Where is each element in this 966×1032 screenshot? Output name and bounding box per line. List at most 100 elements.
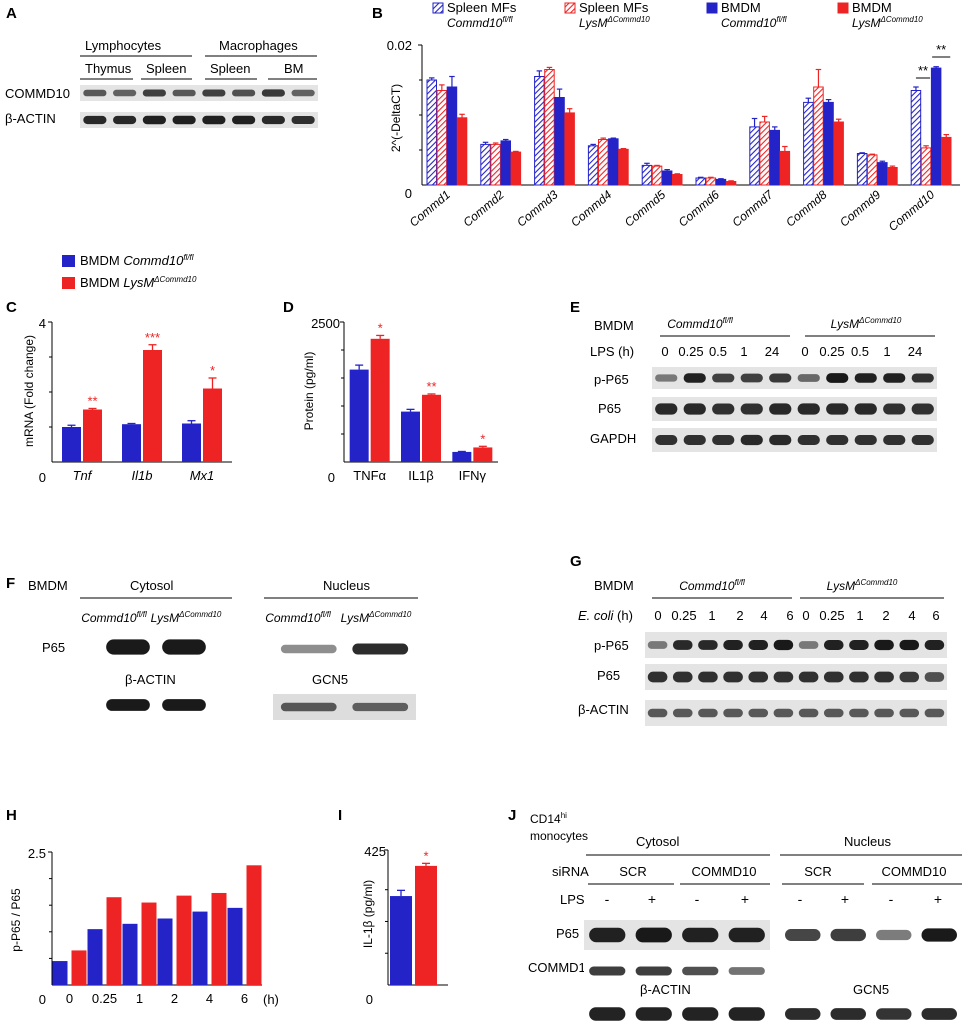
time-label-g-6: 6 [786,608,793,623]
y-tick-h-zero: 0 [39,992,46,1007]
blot-g-actin-band-8 [823,708,844,718]
blot-e-p65-band-1 [655,403,678,415]
cell-label-j-line2: monocytes [530,829,588,843]
legend-c-label-1: BMDM Commd10fl/fl [80,253,194,268]
blot-a-commd10-band-6 [232,89,256,97]
legend-b-genotype-4: LysMΔCommd10 [852,15,923,30]
sig-label-b-2: ** [936,42,946,57]
bar-b-commd5-2 [651,165,663,186]
bar-c-2-1 [122,424,141,462]
bar-h-5-2 [211,892,227,985]
bar-h-6-2 [246,865,262,985]
blot-e-gapdh-band-7 [826,435,849,445]
bar-i-1 [390,896,412,985]
group-label-e-1: Commd10fl/fl [667,316,733,331]
lane-label-thymus: Thymus [85,61,132,76]
bar-b-commd7-3 [769,129,780,186]
blot-a-commd10-band-7 [261,89,285,97]
blot-e-p65-band-10 [911,403,934,415]
time-label-g-1: 0 [654,608,661,623]
blot-g-p65-band-5 [748,671,769,683]
blot-j-p65-nuc-band-2 [830,928,866,942]
sirna-label-j-4: COMMD10 [881,864,946,879]
blot-e-p65-band-7 [826,403,849,415]
cell-label-j: CD14hi [530,811,567,826]
bar-b-commd6-4 [725,181,737,186]
sig-label-d-3: * [480,431,485,446]
blot-j-p65-cyto-band-2 [635,927,672,943]
bar-h-3-2 [141,902,157,985]
blot-a-actin-band-3 [142,115,166,125]
bar-b-commd1-2 [436,90,448,186]
panel-letter-f: F [6,575,15,592]
blot-e-pp65-band-6 [797,374,820,382]
blot-g-p65-band-2 [672,671,693,683]
blot-a-commd10-band-5 [202,89,226,97]
blot-j-gcn5-band-4 [921,1008,957,1020]
blot-j-p65-cyto-band-3 [682,927,719,943]
blot-e-gapdh-band-10 [911,435,934,445]
legend-b-swatch-2 [564,2,576,14]
bar-b-commd10-3 [930,67,942,186]
row-label-g-p65: P65 [597,668,620,683]
bar-b-commd10-2 [920,147,932,186]
blot-j-p65-cyto-band-1 [589,927,626,943]
time-label-e-9: 1 [883,344,890,359]
blot-g-p65-band-4 [723,671,743,683]
blot-e-pp65-band-7 [826,373,849,383]
blot-f-actin-band-1 [106,699,150,711]
cell-label-g: BMDM [594,578,634,593]
blot-a-commd10-bg [80,85,318,101]
blot-g-actin-bg [645,700,947,726]
x-tick-b-commd5: Commd5 [622,187,669,229]
bar-c-3-2 [203,388,222,462]
blot-e-pp65-band-1 [655,374,678,382]
blot-f-gcn5-band-2 [352,702,409,712]
blot-e-pp65-band-10 [911,373,934,383]
bar-b-commd3-1 [534,76,545,186]
header-j: SCR COMMD10 SCR COMMD10 - + - + - + - + [588,864,962,907]
panel-letter-h: H [6,807,17,824]
y-tick-d-zero: 0 [328,470,335,485]
blot-g-actin-band-2 [672,708,693,718]
y-tick-d-top: 2500 [311,316,340,331]
genotype-label-f-1: Commd10fl/fl [81,610,147,625]
blot-a [80,85,318,128]
time-label-g-3: 1 [708,608,715,623]
blot-j-actin-band-2 [635,1007,672,1021]
row-label-e-p65: P65 [598,401,621,416]
blot-f-p65-cyto-band-2 [162,639,206,655]
panel-letter-c: C [6,299,17,316]
blot-e-pp65-band-3 [712,373,735,383]
y-axis-label-b: 2^(-DeltaCT) [389,84,403,152]
fraction-label-cytosol-j: Cytosol [636,834,679,849]
time-label-g-8: 0.25 [819,608,844,623]
group-label-lymphocytes: Lymphocytes [85,38,162,53]
group-label-g-2: LysMΔCommd10 [827,578,898,593]
blot-f-actin-band-2 [162,699,206,711]
x-unit-h: (h) [263,992,279,1007]
panel-letter-b: B [372,5,383,22]
bar-b-commd4-1 [587,145,599,186]
blot-e-p65-band-5 [769,403,792,415]
panel-j: J CD14hi monocytes Cytosol Nucleus siRNA… [508,807,962,1028]
bar-b-commd8-3 [823,101,834,186]
bar-b-commd9-4 [887,167,898,186]
blot-e-p65-band-4 [740,403,763,415]
x-tick-d-3: IFNγ [459,468,487,483]
lps-label-j-4: + [741,891,749,907]
blot-g-p65-band-6 [773,671,794,683]
sirna-label-j-2: COMMD10 [691,864,756,879]
sig-label-c-1: ** [87,393,97,408]
blot-e-gapdh-band-4 [740,434,763,446]
x-tick-b-commd6: Commd6 [676,187,723,229]
lane-label-bm: BM [284,61,304,76]
blot-g-p65-band-3 [698,671,718,683]
blot-g-actin-band-5 [748,708,769,718]
fraction-label-nucleus-f: Nucleus [323,578,370,593]
bar-d-1-2 [370,338,390,462]
blot-g-pp65-band-10 [874,639,894,651]
panel-g: G BMDM Commd10fl/fl LysMΔCommd10 0 0.25 1 2 4 6… [570,553,947,726]
